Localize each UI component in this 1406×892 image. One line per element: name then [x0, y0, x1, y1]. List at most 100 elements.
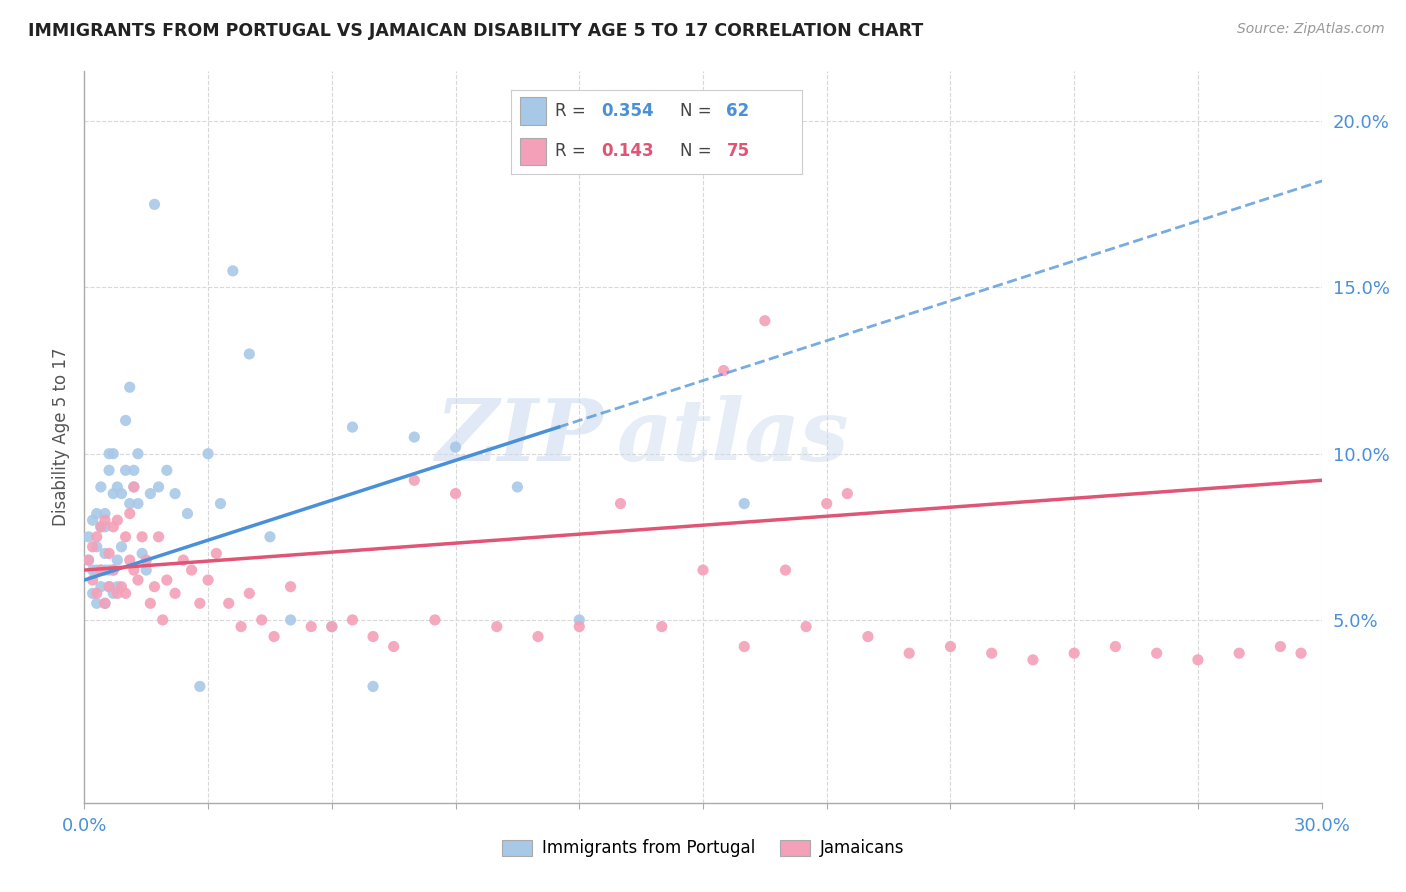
Point — [82, 586, 104, 600]
Point — [165, 586, 187, 600]
Point — [82, 573, 104, 587]
Point — [156, 573, 179, 587]
Point — [77, 553, 100, 567]
Point — [86, 563, 108, 577]
Point — [114, 413, 136, 427]
Point — [114, 586, 136, 600]
Point — [94, 563, 117, 577]
Point — [103, 447, 125, 461]
Point — [197, 447, 219, 461]
Point — [148, 480, 170, 494]
Point — [103, 563, 125, 577]
Point — [568, 613, 591, 627]
Point — [86, 596, 108, 610]
Point — [361, 630, 384, 644]
Point — [263, 630, 285, 644]
Point — [176, 507, 198, 521]
Point — [423, 613, 446, 627]
Point — [90, 480, 112, 494]
Point — [299, 619, 322, 633]
Point — [152, 613, 174, 627]
Point — [135, 553, 157, 567]
Point — [609, 497, 631, 511]
Point — [321, 619, 343, 633]
Point — [172, 553, 194, 567]
Point — [898, 646, 921, 660]
Point — [90, 563, 112, 577]
Point — [815, 497, 838, 511]
Point — [103, 563, 125, 577]
Point — [404, 473, 426, 487]
Point — [1104, 640, 1126, 654]
Point — [148, 530, 170, 544]
Y-axis label: Disability Age 5 to 17: Disability Age 5 to 17 — [52, 348, 70, 526]
Legend: Immigrants from Portugal, Jamaicans: Immigrants from Portugal, Jamaicans — [495, 832, 911, 864]
Point — [197, 573, 219, 587]
Point — [118, 497, 141, 511]
Point — [733, 497, 755, 511]
Point — [94, 520, 117, 534]
Point — [342, 613, 364, 627]
Point — [209, 497, 232, 511]
Point — [238, 586, 260, 600]
Point — [114, 530, 136, 544]
Point — [77, 553, 100, 567]
Point — [135, 563, 157, 577]
Point — [122, 563, 145, 577]
Point — [98, 563, 121, 577]
Point — [165, 486, 187, 500]
Point — [280, 580, 302, 594]
Point — [444, 440, 467, 454]
Point — [692, 563, 714, 577]
Point — [143, 197, 166, 211]
Text: ZIP: ZIP — [436, 395, 605, 479]
Point — [485, 619, 508, 633]
Text: Source: ZipAtlas.com: Source: ZipAtlas.com — [1237, 22, 1385, 37]
Point — [98, 463, 121, 477]
Point — [143, 580, 166, 594]
Point — [444, 486, 467, 500]
Point — [110, 580, 132, 594]
Point — [259, 530, 281, 544]
Point — [86, 586, 108, 600]
Point — [361, 680, 384, 694]
Point — [733, 640, 755, 654]
Point — [86, 540, 108, 554]
Point — [321, 619, 343, 633]
Point — [280, 613, 302, 627]
Point — [837, 486, 859, 500]
Point — [651, 619, 673, 633]
Point — [131, 546, 153, 560]
Point — [856, 630, 879, 644]
Point — [382, 640, 405, 654]
Point — [122, 463, 145, 477]
Point — [713, 363, 735, 377]
Point — [205, 546, 228, 560]
Point — [775, 563, 797, 577]
Point — [1146, 646, 1168, 660]
Point — [980, 646, 1002, 660]
Point — [939, 640, 962, 654]
Point — [98, 447, 121, 461]
Point — [568, 619, 591, 633]
Point — [794, 619, 817, 633]
Point — [180, 563, 202, 577]
Point — [118, 507, 141, 521]
Point — [139, 486, 162, 500]
Point — [114, 463, 136, 477]
Point — [82, 563, 104, 577]
Point — [188, 680, 211, 694]
Point — [103, 486, 125, 500]
Point — [1227, 646, 1250, 660]
Point — [404, 430, 426, 444]
Point — [94, 546, 117, 560]
Text: IMMIGRANTS FROM PORTUGAL VS JAMAICAN DISABILITY AGE 5 TO 17 CORRELATION CHART: IMMIGRANTS FROM PORTUGAL VS JAMAICAN DIS… — [28, 22, 924, 40]
Point — [82, 513, 104, 527]
Text: atlas: atlas — [616, 395, 849, 479]
Point — [118, 380, 141, 394]
Point — [98, 580, 121, 594]
Point — [754, 314, 776, 328]
Point — [105, 480, 128, 494]
Point — [1022, 653, 1045, 667]
Point — [105, 553, 128, 567]
